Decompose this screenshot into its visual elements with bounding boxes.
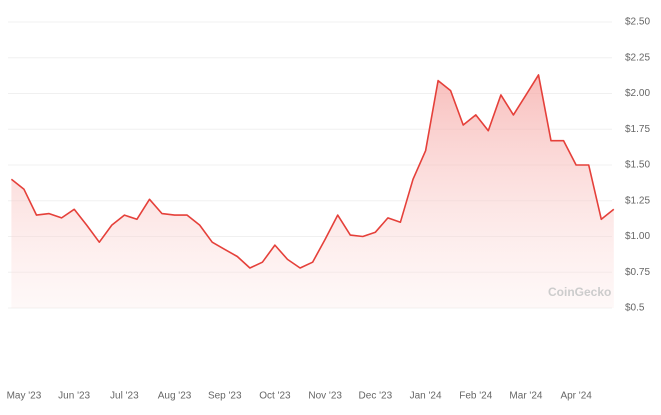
y-tick-label: $1.25 [625, 195, 650, 206]
x-tick-label: Jul '23 [110, 391, 139, 402]
x-tick-label: Sep '23 [208, 391, 242, 402]
watermark: CoinGecko [548, 285, 611, 299]
price-area [11, 74, 614, 309]
y-tick-label: $1.75 [625, 124, 650, 135]
x-tick-label: Dec '23 [359, 391, 393, 402]
y-tick-label: $0.5 [625, 303, 645, 314]
x-tick-label: Feb '24 [459, 391, 492, 402]
x-tick-label: Jun '23 [58, 391, 90, 402]
y-tick-label: $2.00 [625, 88, 650, 99]
x-tick-label: Jan '24 [410, 391, 442, 402]
y-tick-label: $1.00 [625, 231, 650, 242]
x-tick-label: May '23 [7, 391, 42, 402]
x-tick-label: Mar '24 [509, 391, 542, 402]
y-tick-label: $2.25 [625, 52, 650, 63]
x-tick-label: Apr '24 [560, 391, 592, 402]
x-tick-label: Oct '23 [259, 391, 291, 402]
y-tick-label: $0.75 [625, 267, 650, 278]
y-tick-label: $1.50 [625, 160, 650, 171]
x-tick-label: Aug '23 [158, 391, 192, 402]
y-tick-label: $2.50 [625, 17, 650, 28]
x-tick-label: Nov '23 [308, 391, 342, 402]
price-line [10, 74, 615, 269]
